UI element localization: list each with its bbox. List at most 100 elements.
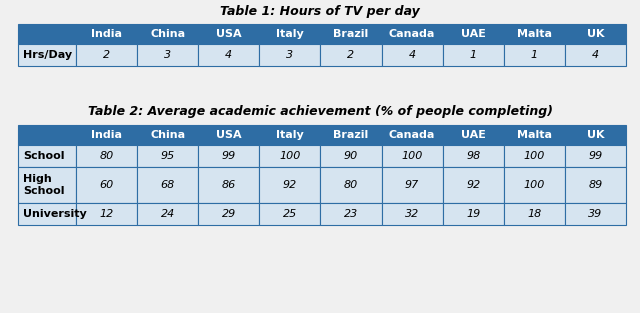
Bar	[259, 203, 321, 225]
Bar	[259, 44, 321, 66]
Text: 80: 80	[344, 180, 358, 190]
Text: Hrs/Day: Hrs/Day	[23, 50, 72, 60]
Text: Malta: Malta	[517, 130, 552, 140]
Bar	[76, 24, 137, 44]
Text: Table 2: Average academic achievement (% of people completing): Table 2: Average academic achievement (%…	[88, 105, 552, 118]
Bar	[443, 145, 504, 167]
Bar	[137, 203, 198, 225]
Text: 3: 3	[164, 50, 172, 60]
Text: Brazil: Brazil	[333, 130, 369, 140]
Text: 68: 68	[161, 180, 175, 190]
Text: 32: 32	[405, 209, 419, 219]
Text: India: India	[91, 29, 122, 39]
Bar	[565, 203, 626, 225]
Text: India: India	[91, 130, 122, 140]
Bar	[443, 44, 504, 66]
Bar	[381, 167, 443, 203]
Bar	[321, 125, 381, 145]
Bar	[504, 167, 565, 203]
Text: 89: 89	[588, 180, 603, 190]
Bar	[381, 125, 443, 145]
Text: Brazil: Brazil	[333, 29, 369, 39]
Bar	[321, 167, 381, 203]
Bar	[18, 44, 76, 66]
Text: High
School: High School	[23, 174, 65, 196]
Bar	[381, 44, 443, 66]
Text: 98: 98	[466, 151, 481, 161]
Bar	[198, 44, 259, 66]
Text: 99: 99	[588, 151, 603, 161]
Text: 18: 18	[527, 209, 541, 219]
Text: 100: 100	[401, 151, 423, 161]
Bar	[137, 145, 198, 167]
Bar	[18, 203, 76, 225]
Text: Italy: Italy	[276, 29, 304, 39]
Text: 80: 80	[99, 151, 114, 161]
Bar	[259, 125, 321, 145]
Text: UK: UK	[587, 130, 604, 140]
Text: 25: 25	[283, 209, 297, 219]
Bar	[565, 24, 626, 44]
Text: 2: 2	[103, 50, 110, 60]
Text: Malta: Malta	[517, 29, 552, 39]
Bar	[565, 125, 626, 145]
Bar	[76, 44, 137, 66]
Text: 4: 4	[592, 50, 599, 60]
Bar	[198, 125, 259, 145]
Bar	[198, 203, 259, 225]
Text: 97: 97	[405, 180, 419, 190]
Bar	[321, 145, 381, 167]
Text: 1: 1	[470, 50, 477, 60]
Bar	[18, 24, 76, 44]
Bar	[198, 167, 259, 203]
Text: China: China	[150, 29, 185, 39]
Text: China: China	[150, 130, 185, 140]
Text: Canada: Canada	[389, 130, 435, 140]
Text: UAE: UAE	[461, 130, 486, 140]
Text: UK: UK	[587, 29, 604, 39]
Bar	[381, 145, 443, 167]
Text: 95: 95	[161, 151, 175, 161]
Text: USA: USA	[216, 130, 241, 140]
Bar	[443, 125, 504, 145]
Text: 24: 24	[161, 209, 175, 219]
Bar	[443, 167, 504, 203]
Text: 99: 99	[221, 151, 236, 161]
Text: University: University	[23, 209, 87, 219]
Bar	[18, 145, 76, 167]
Text: 19: 19	[466, 209, 481, 219]
Bar	[76, 145, 137, 167]
Bar	[504, 145, 565, 167]
Text: Italy: Italy	[276, 130, 304, 140]
Text: School: School	[23, 151, 65, 161]
Text: 90: 90	[344, 151, 358, 161]
Text: 86: 86	[221, 180, 236, 190]
Text: 92: 92	[466, 180, 481, 190]
Text: USA: USA	[216, 29, 241, 39]
Bar	[321, 203, 381, 225]
Bar	[198, 24, 259, 44]
Text: 29: 29	[221, 209, 236, 219]
Text: 100: 100	[279, 151, 301, 161]
Text: 100: 100	[524, 151, 545, 161]
Bar	[18, 125, 76, 145]
Bar	[321, 24, 381, 44]
Text: 60: 60	[99, 180, 114, 190]
Bar	[137, 44, 198, 66]
Text: 3: 3	[286, 50, 294, 60]
Bar	[18, 167, 76, 203]
Bar	[76, 167, 137, 203]
Text: 2: 2	[348, 50, 355, 60]
Text: 39: 39	[588, 209, 603, 219]
Bar	[381, 24, 443, 44]
Bar	[259, 167, 321, 203]
Bar	[565, 145, 626, 167]
Text: 23: 23	[344, 209, 358, 219]
Bar	[137, 24, 198, 44]
Bar	[504, 44, 565, 66]
Text: 1: 1	[531, 50, 538, 60]
Text: 92: 92	[283, 180, 297, 190]
Bar	[565, 44, 626, 66]
Bar	[259, 145, 321, 167]
Bar	[443, 24, 504, 44]
